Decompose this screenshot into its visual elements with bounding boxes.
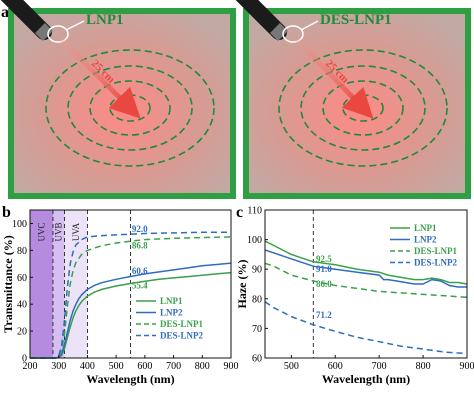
panel-b-letter: b xyxy=(2,204,11,221)
beam-arrow xyxy=(295,38,374,119)
x-axis-label: Wavelength (nm) xyxy=(86,372,174,386)
legend-entry: LNP1 xyxy=(414,223,437,233)
series-line-des-lnp1 xyxy=(264,262,468,299)
photo-left: LNP1 25 cm xyxy=(0,0,236,199)
concentric-rings-left xyxy=(45,49,215,167)
y-tick-label: 20 xyxy=(17,327,27,338)
data-label: 60.6 xyxy=(132,266,148,276)
y-tick-label: 80 xyxy=(252,294,262,305)
y-tick-label: 110 xyxy=(247,206,262,217)
region-label: UVC xyxy=(36,222,46,241)
legend-entry: DES-LNP2 xyxy=(414,258,458,268)
x-tick-label: 600 xyxy=(328,361,343,372)
beam-arrow xyxy=(60,38,141,119)
ring xyxy=(67,65,193,151)
legend-entry: DES-LNP2 xyxy=(160,331,204,341)
legend-entry: LNP2 xyxy=(414,235,437,245)
x-tick-label: 400 xyxy=(80,361,95,372)
y-tick-label: 0 xyxy=(22,354,27,365)
region-uvc xyxy=(30,210,53,358)
legend-entry: LNP2 xyxy=(160,308,183,318)
series-line-des-lnp2 xyxy=(264,301,468,355)
x-tick-label: 200 xyxy=(23,361,38,372)
data-label: 55.4 xyxy=(132,281,148,291)
data-label: 92.5 xyxy=(316,254,332,264)
region-uvb xyxy=(52,210,65,358)
y-tick-label: 80 xyxy=(17,246,27,257)
x-axis-label: Wavelength (nm) xyxy=(322,372,410,386)
series-line-lnp1 xyxy=(30,271,232,359)
x-tick-label: 300 xyxy=(51,361,66,372)
data-label: 71.2 xyxy=(316,310,332,320)
photo-right: DES-LNP1 25 cm xyxy=(235,0,471,199)
ring xyxy=(45,49,215,167)
y-axis-label: Transmittance (%) xyxy=(1,235,15,332)
label-leader xyxy=(65,20,85,31)
y-tick-label: 60 xyxy=(252,354,262,365)
aperture-circle xyxy=(282,25,304,43)
plot-frame xyxy=(264,209,468,359)
panel-a-letter: a xyxy=(1,4,9,21)
legend-entry: DES-LNP1 xyxy=(414,246,458,256)
x-tick-label: 700 xyxy=(372,361,387,372)
data-label: 86.8 xyxy=(132,240,148,250)
label-leader xyxy=(300,20,319,31)
y-tick-label: 70 xyxy=(252,324,262,335)
series-line-lnp1 xyxy=(264,240,468,285)
series-line-des-lnp1 xyxy=(30,236,232,359)
y-tick-label: 100 xyxy=(247,235,262,246)
series-line-lnp2 xyxy=(264,249,467,288)
plot-frame xyxy=(29,209,232,359)
x-tick-label: 500 xyxy=(109,361,124,372)
panel-a: a LNP1 25 cm xyxy=(0,0,471,199)
photo-right-label: DES-LNP1 xyxy=(320,12,392,28)
ring xyxy=(89,80,171,136)
x-tick-label: 900 xyxy=(224,361,239,372)
aperture-circle xyxy=(47,25,69,43)
laser-pointer-icon xyxy=(235,0,288,41)
laser-pointer-icon xyxy=(0,0,53,41)
y-axis-label: Haze (%) xyxy=(235,260,249,309)
ring xyxy=(300,65,426,151)
region-label: UVB xyxy=(54,222,64,241)
data-label: 92.0 xyxy=(132,224,148,234)
panel-c-letter: c xyxy=(236,204,243,221)
legend-entry: LNP1 xyxy=(160,296,183,306)
x-tick-label: 800 xyxy=(195,361,210,372)
legend-entry: DES-LNP1 xyxy=(160,319,204,329)
data-label: 86.0 xyxy=(316,279,332,289)
photo-left-label: LNP1 xyxy=(86,12,124,28)
y-tick-label: 60 xyxy=(17,273,27,284)
x-tick-label: 500 xyxy=(284,361,299,372)
ring xyxy=(278,49,448,167)
concentric-rings-right xyxy=(278,49,448,167)
x-tick-label: 900 xyxy=(460,361,474,372)
y-tick-label: 90 xyxy=(252,265,262,276)
y-tick-label: 100 xyxy=(12,219,27,230)
data-label: 91.0 xyxy=(316,264,332,274)
x-tick-label: 700 xyxy=(166,361,181,372)
x-tick-label: 800 xyxy=(416,361,431,372)
ring xyxy=(322,80,404,136)
region-label: UVA xyxy=(71,222,81,241)
chart-haze: 92.591.0 86.0 71.2 500 600 700 800 900 60 70 80 90 1… xyxy=(235,206,474,387)
y-tick-label: 40 xyxy=(17,300,27,311)
x-tick-label: 600 xyxy=(137,361,152,372)
series-line-lnp2 xyxy=(30,262,232,359)
